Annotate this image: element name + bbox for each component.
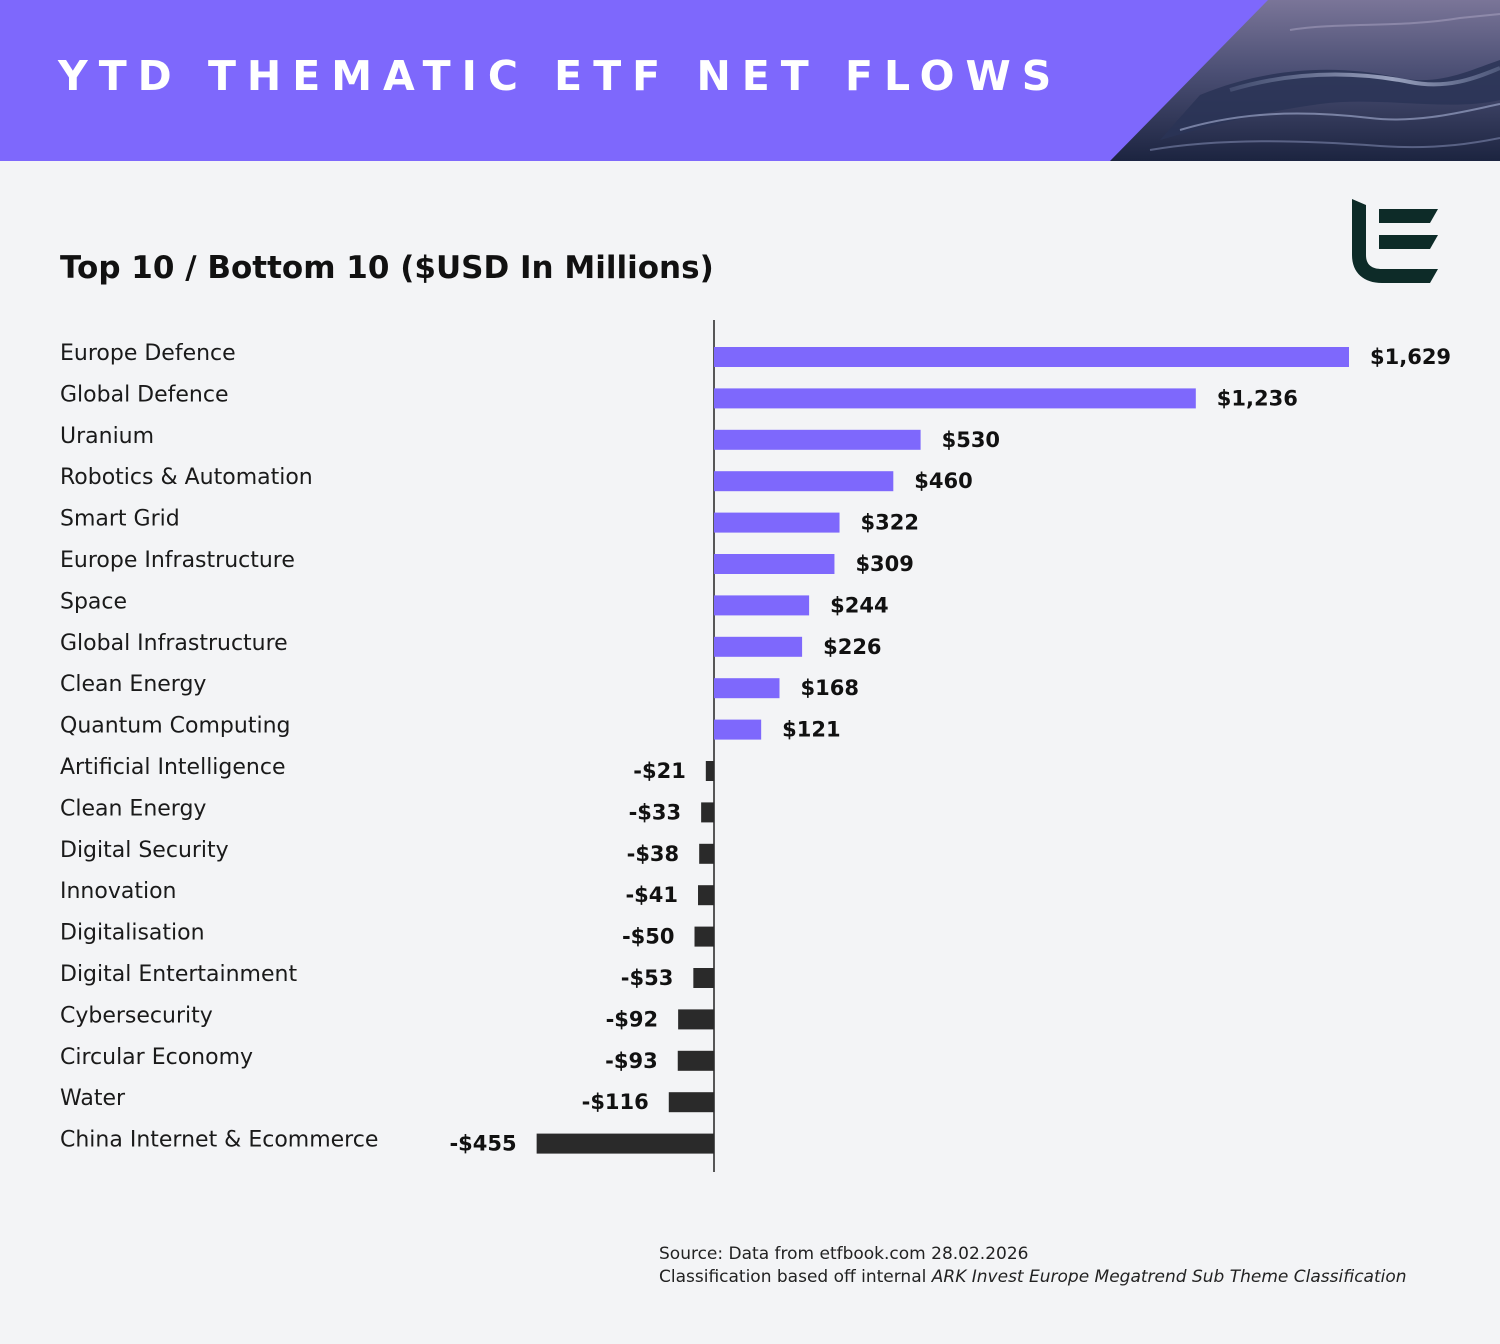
category-label-artificial-intelligence: Artificial Intelligence	[60, 755, 286, 780]
value-label-uranium: $530	[942, 428, 1000, 452]
category-label-quantum-computing: Quantum Computing	[60, 714, 290, 739]
value-label-clean-energy: $168	[800, 676, 858, 700]
value-label-global-infrastructure: $226	[823, 635, 881, 659]
category-label-digitalisation: Digitalisation	[60, 921, 205, 946]
bar-cybersecurity	[678, 1009, 714, 1030]
bar-europe-infrastructure	[714, 554, 835, 574]
value-label-global-defence: $1,236	[1217, 386, 1298, 410]
category-label-smart-grid: Smart Grid	[60, 507, 180, 532]
value-label-innovation: -$41	[625, 883, 678, 907]
value-label-smart-grid: $322	[861, 511, 919, 535]
value-label-europe-infrastructure: $309	[855, 552, 913, 576]
value-label-clean-energy: -$33	[629, 800, 682, 824]
value-label-europe-defence: $1,629	[1370, 345, 1451, 369]
bar-artificial-intelligence	[705, 761, 714, 781]
category-label-robotics-and-automation: Robotics & Automation	[60, 465, 313, 490]
value-label-water: -$116	[582, 1090, 649, 1114]
bar-robotics-and-automation	[714, 471, 894, 492]
bar-uranium	[714, 429, 921, 450]
category-label-digital-security: Digital Security	[60, 838, 229, 863]
bar-europe-defence	[714, 347, 1349, 367]
bar-quantum-computing	[714, 719, 762, 740]
classification-prefix: Classification based off internal	[659, 1267, 932, 1287]
bar-clean-energy	[701, 802, 714, 823]
chart-title: Top 10 / Bottom 10 ($USD In Millions)	[60, 250, 714, 286]
source-note: Source: Data from etfbook.com 28.02.2026…	[659, 1243, 1407, 1289]
value-label-space: $244	[830, 593, 888, 617]
value-label-circular-economy: -$93	[605, 1049, 658, 1073]
bar-global-defence	[714, 388, 1196, 409]
category-label-circular-economy: Circular Economy	[60, 1045, 253, 1070]
ocean-wave-photo	[1110, 0, 1500, 161]
e-letter-logo-icon	[1352, 199, 1438, 283]
category-label-europe-infrastructure: Europe Infrastructure	[60, 548, 295, 573]
value-label-digitalisation: -$50	[622, 925, 675, 949]
header-banner: YTD THEMATIC ETF NET FLOWS	[0, 0, 1500, 161]
category-label-global-defence: Global Defence	[60, 382, 229, 407]
bar-clean-energy	[714, 678, 780, 699]
bar-digital-entertainment	[693, 968, 714, 988]
category-label-digital-entertainment: Digital Entertainment	[60, 962, 297, 987]
bar-water	[668, 1092, 714, 1113]
value-label-digital-security: -$38	[627, 842, 680, 866]
category-label-cybersecurity: Cybersecurity	[60, 1003, 213, 1028]
category-label-water: Water	[60, 1086, 126, 1111]
category-label-clean-energy: Clean Energy	[60, 672, 206, 697]
category-label-space: Space	[60, 589, 127, 614]
bar-china-internet-and-ecommerce	[536, 1133, 714, 1154]
bar-space	[714, 595, 810, 616]
classification-line: Classification based off internal ARK In…	[659, 1266, 1407, 1289]
value-label-quantum-computing: $121	[782, 718, 840, 742]
classification-name: ARK Invest Europe Megatrend Sub Theme Cl…	[931, 1267, 1407, 1287]
category-label-europe-defence: Europe Defence	[60, 341, 236, 366]
bar-innovation	[698, 885, 714, 906]
category-label-global-infrastructure: Global Infrastructure	[60, 631, 288, 656]
value-label-digital-entertainment: -$53	[621, 966, 674, 990]
value-label-cybersecurity: -$92	[606, 1007, 659, 1031]
bar-digital-security	[699, 843, 714, 864]
bar-circular-economy	[677, 1050, 714, 1071]
bar-global-infrastructure	[714, 636, 803, 657]
category-label-china-internet-and-ecommerce: China Internet & Ecommerce	[60, 1128, 378, 1153]
category-label-innovation: Innovation	[60, 879, 176, 904]
category-label-clean-energy: Clean Energy	[60, 796, 206, 821]
bar-smart-grid	[714, 512, 840, 533]
page-title: YTD THEMATIC ETF NET FLOWS	[58, 52, 1063, 100]
value-label-artificial-intelligence: -$21	[633, 759, 686, 783]
source-line: Source: Data from etfbook.com 28.02.2026	[659, 1244, 1029, 1264]
category-label-uranium: Uranium	[60, 424, 154, 449]
bar-digitalisation	[694, 926, 714, 947]
value-label-china-internet-and-ecommerce: -$455	[449, 1132, 516, 1156]
value-label-robotics-and-automation: $460	[914, 469, 972, 493]
